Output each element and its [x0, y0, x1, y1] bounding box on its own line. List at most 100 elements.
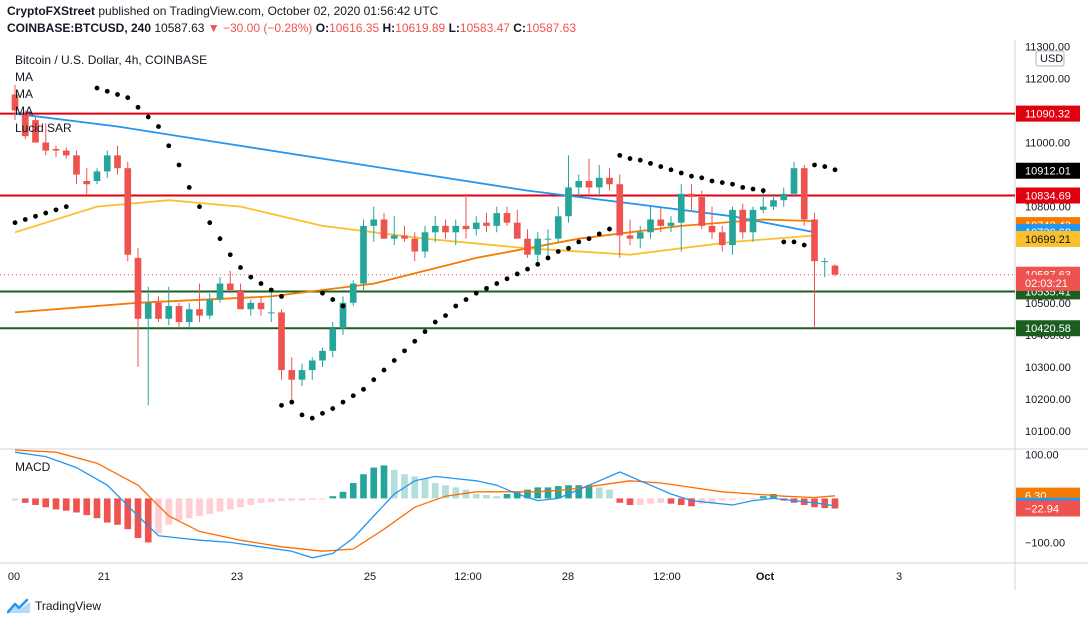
time-axis-tick: 23	[231, 571, 243, 583]
macd-histogram-bar	[411, 476, 419, 499]
sar-dot	[658, 164, 664, 169]
candle-body	[472, 222, 480, 230]
sar-dot	[576, 239, 582, 245]
sar-dot	[422, 329, 428, 335]
macd-histogram-bar	[462, 489, 470, 499]
macd-histogram-bar	[226, 498, 234, 510]
candle-body	[698, 197, 706, 226]
level-price-label: 10420.58	[1025, 323, 1071, 335]
chart-title: Bitcoin / U.S. Dollar, 4h, COINBASE	[15, 53, 208, 67]
candle-body	[462, 225, 470, 230]
sar-dot	[125, 95, 131, 101]
macd-histogram-bar	[421, 478, 429, 499]
candle-body	[729, 209, 736, 246]
sar-dot	[115, 92, 120, 97]
candle-body	[247, 302, 255, 310]
sar-dot	[22, 217, 28, 222]
macd-histogram-bar	[595, 487, 603, 499]
sar-dot	[719, 180, 725, 186]
macd-histogram-bar	[288, 498, 296, 501]
level-price-label: 11090.32	[1025, 109, 1070, 121]
sar-dot	[330, 406, 336, 411]
candle-body	[790, 168, 798, 194]
macd-histogram-bar	[319, 498, 326, 500]
price-axis-tick: 11200.00	[1025, 73, 1070, 85]
macd-histogram-bar	[339, 491, 347, 499]
time-axis-tick: 12:00	[653, 571, 681, 583]
legend-ma-1[interactable]: MA	[15, 70, 33, 84]
sar-dot	[197, 204, 202, 210]
legend-ma-3[interactable]: MA	[15, 104, 33, 118]
candle-body	[278, 312, 285, 371]
macd-histogram-bar	[493, 496, 501, 499]
macd-histogram-bar	[144, 498, 152, 543]
level-price-label-bg	[1016, 105, 1080, 122]
sar-dot	[791, 239, 797, 245]
low-label: L:	[448, 21, 460, 35]
legend-macd[interactable]: MACD	[15, 460, 51, 474]
sar-dot	[33, 213, 38, 219]
sar-dot	[668, 167, 674, 173]
candle-body	[585, 181, 593, 188]
tradingview-logo[interactable]: TradingView	[7, 598, 101, 614]
macd-histogram-bar	[575, 485, 583, 499]
price-axis-tick: 10200.00	[1025, 394, 1071, 406]
sar-dot	[320, 290, 325, 296]
sar-dot	[750, 186, 756, 192]
macd-value-label: −22.94	[1025, 503, 1059, 515]
macd-histogram-bar	[667, 498, 675, 504]
sar-dot	[514, 271, 520, 277]
candle-body	[821, 261, 829, 263]
candle-body	[103, 155, 111, 172]
macd-histogram-bar	[452, 487, 460, 499]
time-axis-tick: 21	[98, 571, 110, 583]
sar-dot	[453, 303, 459, 309]
macd-histogram-bar	[472, 494, 480, 499]
candle-body	[380, 219, 388, 239]
sar-dot	[535, 261, 541, 267]
candle-body	[83, 181, 91, 185]
sar-dot	[627, 156, 633, 161]
publish-line: CryptoFXStreet published on TradingView.…	[7, 4, 438, 18]
legend-ma-2[interactable]: MA	[15, 87, 33, 101]
sar-dot	[699, 175, 705, 181]
time-axis-tick: 12:00	[454, 571, 482, 583]
candle-body	[647, 219, 654, 233]
macd-histogram-bar	[196, 498, 203, 516]
macd-histogram-bar	[739, 498, 747, 500]
sar-dot	[463, 297, 469, 302]
sar-dot	[781, 239, 787, 245]
macd-histogram-bar	[431, 483, 439, 499]
candle-body	[62, 150, 70, 156]
sar-dot	[289, 399, 295, 405]
macd-histogram-bar	[93, 498, 101, 519]
sar-dot	[740, 185, 746, 190]
candle-body	[575, 181, 583, 188]
sar-dot	[637, 157, 643, 163]
candle-body	[42, 142, 50, 151]
candle-body	[73, 155, 80, 175]
sar-dot	[801, 242, 807, 248]
price-axis-tick: 11300.00	[1025, 41, 1070, 53]
legend-lucid-sar[interactable]: Lucid SAR	[15, 121, 72, 135]
macd-histogram-bar	[278, 498, 285, 502]
macd-histogram-bar	[770, 494, 777, 499]
sar-dot	[279, 402, 284, 408]
time-axis-tick: Oct	[756, 571, 775, 583]
macd-histogram-bar	[513, 491, 521, 499]
macd-histogram-bar	[677, 498, 685, 505]
macd-histogram-bar	[380, 465, 388, 499]
candle-body	[493, 213, 501, 226]
time-axis-tick: 28	[562, 571, 574, 583]
macd-histogram-bar	[544, 487, 552, 499]
candle-body	[657, 219, 665, 226]
sar-dot	[504, 276, 510, 282]
macd-axis-tick: 100.00	[1025, 449, 1059, 461]
candle-body	[688, 193, 695, 198]
candle-body	[770, 200, 777, 207]
macd-histogram-bar	[390, 469, 398, 499]
candle-body	[370, 219, 378, 226]
level-price-label-bg	[1016, 187, 1080, 204]
price-tag-label-bg	[1016, 274, 1080, 291]
